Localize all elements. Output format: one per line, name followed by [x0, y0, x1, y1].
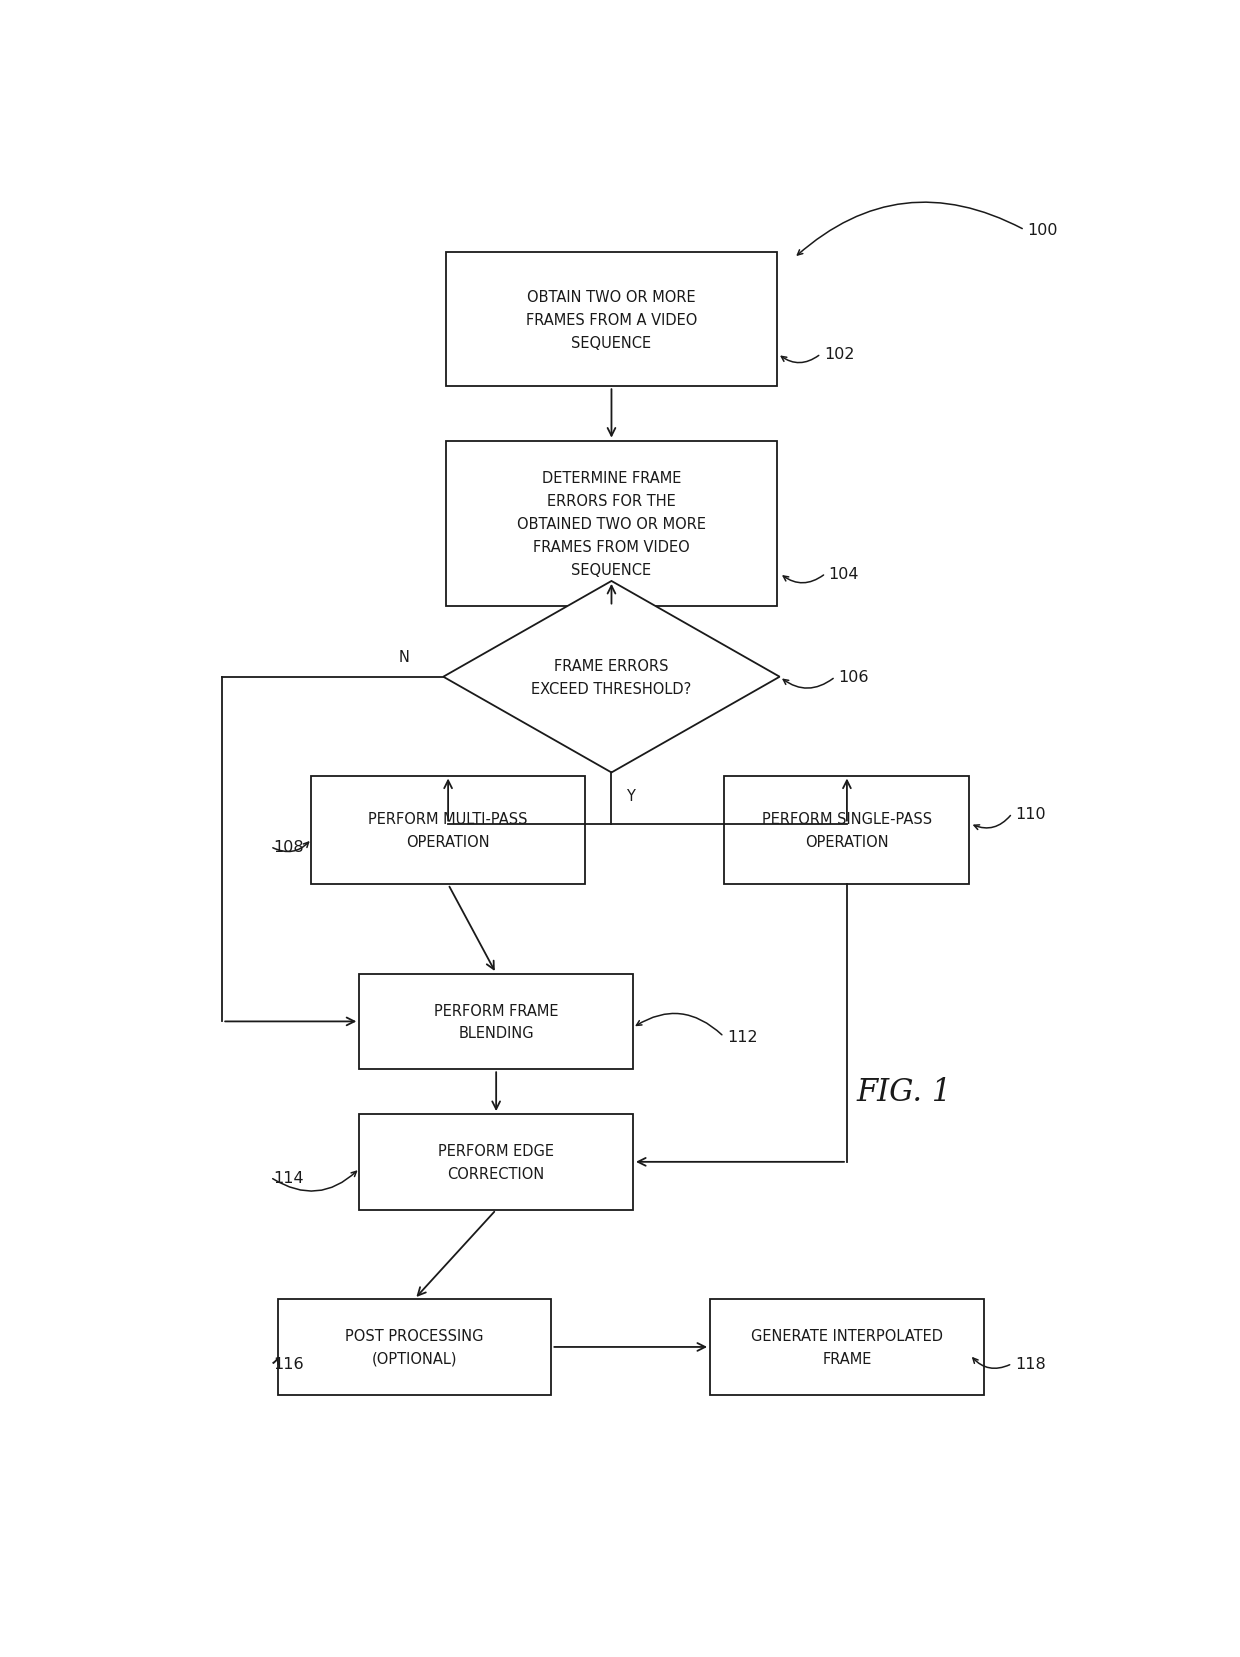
Text: 102: 102	[823, 346, 854, 361]
Text: N: N	[399, 650, 409, 664]
Text: 114: 114	[273, 1170, 304, 1185]
FancyBboxPatch shape	[445, 254, 777, 388]
FancyBboxPatch shape	[711, 1299, 983, 1395]
Text: PERFORM MULTI-PASS
OPERATION: PERFORM MULTI-PASS OPERATION	[368, 812, 528, 850]
FancyBboxPatch shape	[311, 775, 585, 885]
Text: 100: 100	[1028, 224, 1058, 239]
Text: 106: 106	[838, 669, 869, 684]
Text: FRAME ERRORS
EXCEED THRESHOLD?: FRAME ERRORS EXCEED THRESHOLD?	[532, 658, 692, 696]
Polygon shape	[444, 582, 780, 772]
Text: POST PROCESSING
(OPTIONAL): POST PROCESSING (OPTIONAL)	[345, 1329, 484, 1365]
FancyBboxPatch shape	[724, 775, 970, 885]
Text: FIG. 1: FIG. 1	[857, 1077, 952, 1107]
FancyBboxPatch shape	[360, 974, 634, 1070]
Text: 110: 110	[1016, 807, 1045, 822]
Text: GENERATE INTERPOLATED
FRAME: GENERATE INTERPOLATED FRAME	[751, 1329, 942, 1365]
Text: PERFORM FRAME
BLENDING: PERFORM FRAME BLENDING	[434, 1002, 558, 1041]
Text: DETERMINE FRAME
ERRORS FOR THE
OBTAINED TWO OR MORE
FRAMES FROM VIDEO
SEQUENCE: DETERMINE FRAME ERRORS FOR THE OBTAINED …	[517, 471, 706, 577]
Text: 108: 108	[273, 840, 304, 855]
Text: 118: 118	[1016, 1355, 1045, 1372]
Text: PERFORM SINGLE-PASS
OPERATION: PERFORM SINGLE-PASS OPERATION	[761, 812, 932, 850]
Text: PERFORM EDGE
CORRECTION: PERFORM EDGE CORRECTION	[438, 1143, 554, 1181]
FancyBboxPatch shape	[445, 441, 777, 606]
Text: OBTAIN TWO OR MORE
FRAMES FROM A VIDEO
SEQUENCE: OBTAIN TWO OR MORE FRAMES FROM A VIDEO S…	[526, 290, 697, 350]
FancyBboxPatch shape	[360, 1114, 634, 1210]
FancyBboxPatch shape	[278, 1299, 552, 1395]
Text: 116: 116	[273, 1355, 304, 1372]
Text: 104: 104	[828, 567, 859, 582]
Text: Y: Y	[626, 789, 635, 804]
Text: 112: 112	[727, 1029, 758, 1044]
